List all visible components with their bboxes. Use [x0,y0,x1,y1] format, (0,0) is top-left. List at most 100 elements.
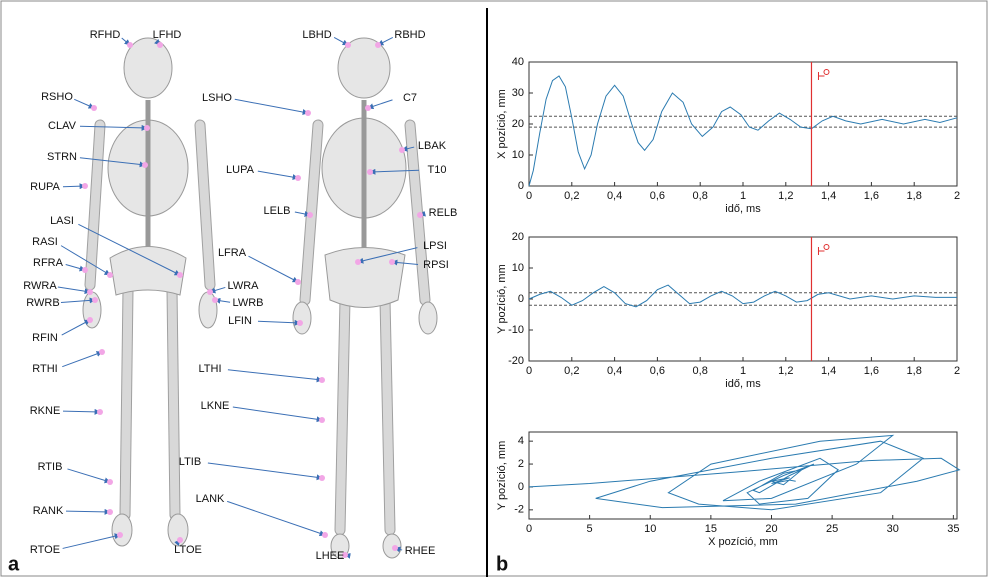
plot-area [528,61,958,187]
marker-arrow [65,508,111,515]
marker-dot [342,552,348,558]
x-tick-label: 0,8 [693,365,708,377]
marker-label: RTOE [30,544,60,556]
x-tick-label: 0,2 [564,365,579,377]
marker-label: LHEE [316,550,345,562]
y-tick-label: -20 [508,355,524,367]
marker-dot [157,42,163,48]
marker-label: RSHO [41,91,73,103]
y-tick-label: 2 [518,458,524,470]
marker-label: RANK [33,505,64,517]
marker-arrow [248,255,299,283]
y-tick-label: 0 [518,180,524,192]
marker-arrow [227,500,326,537]
skeleton-front [82,37,218,547]
marker-dot [177,537,183,543]
marker-label: C7 [403,92,417,104]
marker-label: RPSI [423,259,449,271]
x-tick-label: 1,4 [821,190,836,202]
marker-dot [392,545,398,551]
x-axis-label: X pozíció, mm [708,536,778,548]
marker-dot [345,42,351,48]
marker-arrow [57,286,91,295]
y-tick-label: 20 [512,118,524,130]
marker-label: LFHD [153,29,182,41]
marker-dot [307,212,313,218]
marker-dot [127,42,133,48]
x-tick-label: 1,8 [907,190,922,202]
x-tick-label: 35 [947,523,959,535]
marker-arrow [62,183,86,190]
marker-label: RFIN [32,332,58,344]
marker-dot [207,289,213,295]
marker-dot [97,409,103,415]
marker-label: LFIN [228,315,252,327]
marker-label: CLAV [48,120,77,132]
marker-arrow [79,157,146,168]
marker-arrow [207,462,323,481]
x-tick-label: 0,6 [650,190,665,202]
x-tick-label: 0,4 [607,365,622,377]
y-tick-label: 10 [512,262,524,274]
x-tick-label: 1,2 [778,365,793,377]
y-tick-label: 0 [518,481,524,493]
marker-dot [365,105,371,111]
marker-label: LTHI [198,363,221,375]
y-axis-label: X pozíció, mm [496,89,508,159]
x-tick-label: 1 [740,365,746,377]
marker-arrow [391,259,419,266]
marker-label: RKNE [30,405,61,417]
x-tick-label: 1 [740,190,746,202]
marker-dot [305,110,311,116]
marker-arrow [61,319,91,336]
marker-dot [319,475,325,481]
marker-dot [322,532,328,538]
data-line [528,75,958,187]
marker-dot [355,259,361,265]
marker-dot [295,175,301,181]
marker-arrow [78,223,181,276]
marker-arrow [62,408,101,415]
marker-arrow [74,98,95,109]
x-tick-label: 0 [526,190,532,202]
marker-label: LWRB [233,297,264,309]
marker-arrow [367,99,393,110]
marker-arrow [62,533,121,549]
x-tick-label: 25 [826,523,838,535]
marker-dot [107,479,113,485]
x-tick-label: 20 [765,523,777,535]
x-tick-label: 1,8 [907,365,922,377]
skeleton-back [292,37,438,559]
marker-label: RWRA [23,280,57,292]
data-line [528,434,961,511]
y-tick-label: 30 [512,87,524,99]
y-tick-label: 20 [512,231,524,243]
marker-dot [82,183,88,189]
marker-dot [144,125,150,131]
marker-label: RUPA [30,181,60,193]
marker-arrow [60,245,111,276]
y-tick-label: 4 [518,435,524,447]
marker-label: LSHO [202,92,232,104]
marker-label: LELB [264,205,291,217]
y-tick-label: 10 [512,149,524,161]
y-tick-label: 0 [518,293,524,305]
marker-arrow [232,406,323,423]
marker-dot [319,377,325,383]
marker-label: LBHD [302,29,331,41]
marker-arrow [369,168,420,175]
marker-label: LTOE [174,544,202,556]
marker-dot [212,297,218,303]
marker-label: LKNE [201,400,230,412]
marker-dot [295,279,301,285]
x-tick-label: 1,2 [778,190,793,202]
y-axis-label: Y pozíció, mm [496,441,508,511]
marker-label: LUPA [226,164,255,176]
marker-dot [117,532,123,538]
marker-label: LWRA [228,280,260,292]
marker-dot [87,317,93,323]
marker-dot [107,272,113,278]
x-tick-label: 5 [587,523,593,535]
cursor-handle [817,72,825,80]
